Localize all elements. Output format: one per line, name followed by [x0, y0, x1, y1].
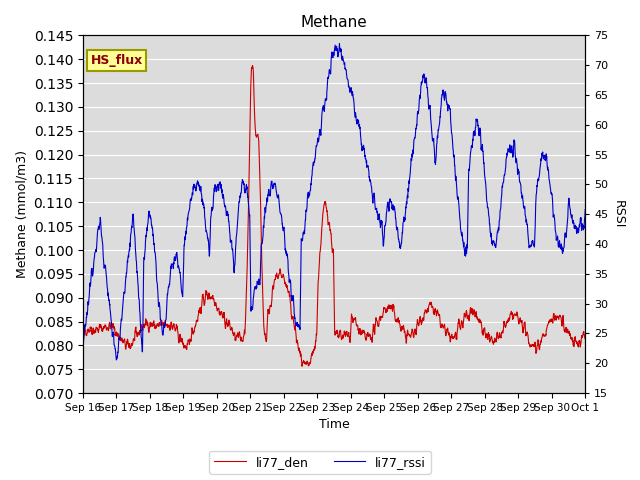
li77_rssi — [567, 213, 575, 218]
li77_den — [105, 328, 113, 334]
li77_rssi — [475, 132, 483, 138]
li77_den — [581, 336, 589, 342]
li77_rssi — [567, 212, 575, 218]
li77_rssi — [310, 159, 318, 165]
li77_den — [567, 335, 575, 340]
li77_rssi — [105, 296, 113, 301]
li77_rssi — [324, 81, 332, 86]
li77_den — [475, 317, 483, 323]
li77_rssi — [581, 207, 589, 213]
li77_den — [249, 62, 257, 68]
X-axis label: Time: Time — [319, 419, 349, 432]
li77_den — [79, 326, 87, 332]
li77_den — [298, 363, 306, 369]
li77_den — [310, 346, 318, 352]
Line: li77_den: li77_den — [83, 65, 585, 366]
Line: li77_rssi: li77_rssi — [83, 44, 585, 360]
li77_rssi — [79, 339, 87, 345]
Y-axis label: Methane (mmol/m3): Methane (mmol/m3) — [15, 150, 28, 278]
Legend: li77_den, li77_rssi: li77_den, li77_rssi — [209, 451, 431, 474]
li77_rssi — [335, 41, 343, 47]
li77_den — [567, 336, 575, 342]
li77_den — [324, 213, 332, 219]
Title: Methane: Methane — [301, 15, 367, 30]
Y-axis label: RSSI: RSSI — [612, 200, 625, 228]
li77_rssi — [113, 357, 120, 363]
Text: HS_flux: HS_flux — [90, 54, 143, 67]
